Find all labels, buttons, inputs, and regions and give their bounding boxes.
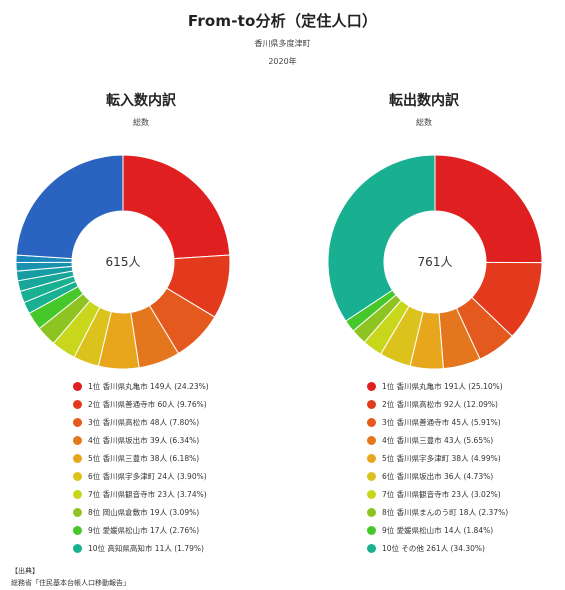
inflow-donut-chart: 615人	[15, 154, 231, 370]
legend-label: 10位 その他 261人 (34.30%)	[382, 543, 485, 553]
legend-item[interactable]: 2位 香川県善通寺市 60人 (9.76%)	[73, 395, 209, 413]
legend-swatch	[73, 525, 82, 535]
legend-swatch	[73, 453, 82, 463]
source-text: 総務省「住民基本台帳人口移動報告」	[11, 579, 130, 587]
inflow-chart-subtitle: 総数	[133, 118, 149, 127]
legend-label: 6位 香川県宇多津町 24人 (3.90%)	[88, 471, 207, 481]
legend-swatch	[73, 417, 82, 427]
legend-item[interactable]: 4位 香川県坂出市 39人 (6.34%)	[73, 431, 209, 449]
inflow-legend: 1位 香川県丸亀市 149人 (24.23%) 2位 香川県善通寺市 60人 (9…	[73, 377, 209, 557]
legend-swatch	[73, 399, 82, 409]
legend-swatch	[367, 507, 376, 517]
legend-label: 4位 香川県三豊市 43人 (5.65%)	[382, 435, 494, 445]
legend-item[interactable]: 9位 愛媛県松山市 14人 (1.84%)	[367, 521, 508, 539]
legend-label: 2位 香川県善通寺市 60人 (9.76%)	[88, 399, 207, 409]
legend-item[interactable]: 10位 その他 261人 (34.30%)	[367, 539, 508, 557]
legend-label: 8位 岡山県倉敷市 19人 (3.09%)	[88, 507, 200, 517]
legend-swatch	[73, 543, 82, 553]
legend-swatch	[367, 417, 376, 427]
legend-label: 9位 愛媛県松山市 14人 (1.84%)	[382, 525, 494, 535]
outflow-chart-subtitle: 総数	[416, 118, 432, 127]
legend-item[interactable]: 3位 香川県高松市 48人 (7.80%)	[73, 413, 209, 431]
legend-item[interactable]: 5位 香川県宇多津町 38人 (4.99%)	[367, 449, 508, 467]
legend-item[interactable]: 7位 香川県観音寺市 23人 (3.02%)	[367, 485, 508, 503]
region-label: 香川県多度津町	[254, 39, 311, 48]
legend-swatch	[367, 489, 376, 499]
legend-swatch	[73, 489, 82, 499]
legend-swatch	[73, 381, 82, 391]
donut-slice-10[interactable]	[327, 154, 436, 322]
legend-item[interactable]: 10位 高知県高知市 11人 (1.79%)	[73, 539, 209, 557]
legend-label: 10位 高知県高知市 11人 (1.79%)	[88, 543, 204, 553]
donut-slice-1[interactable]	[434, 154, 543, 264]
legend-label: 7位 香川県観音寺市 23人 (3.02%)	[382, 489, 501, 499]
legend-item[interactable]: 6位 香川県宇多津町 24人 (3.90%)	[73, 467, 209, 485]
legend-swatch	[73, 435, 82, 445]
donut-other-slice[interactable]	[15, 154, 124, 260]
legend-label: 1位 香川県丸亀市 191人 (25.10%)	[382, 381, 503, 391]
legend-item[interactable]: 3位 香川県善通寺市 45人 (5.91%)	[367, 413, 508, 431]
legend-swatch	[367, 453, 376, 463]
legend-label: 3位 香川県善通寺市 45人 (5.91%)	[382, 417, 501, 427]
legend-swatch	[367, 399, 376, 409]
legend-label: 1位 香川県丸亀市 149人 (24.23%)	[88, 381, 209, 391]
outflow-donut-chart: 761人	[327, 154, 543, 370]
donut-center-total: 761人	[418, 255, 453, 269]
legend-swatch	[367, 471, 376, 481]
legend-label: 3位 香川県高松市 48人 (7.80%)	[88, 417, 200, 427]
legend-label: 5位 香川県三豊市 38人 (6.18%)	[88, 453, 200, 463]
legend-swatch	[367, 435, 376, 445]
donut-slice-1[interactable]	[122, 154, 231, 260]
legend-label: 8位 香川県まんのう町 18人 (2.37%)	[382, 507, 509, 517]
legend-item[interactable]: 9位 愛媛県松山市 17人 (2.76%)	[73, 521, 209, 539]
inflow-chart-title: 転入数内訳	[106, 93, 176, 109]
inflow-chart-panel: 転入数内訳 総数 615人 1位 香川県丸亀市 149人 (24.23%) 2位 …	[0, 0, 282, 590]
legend-swatch	[73, 471, 82, 481]
legend-label: 6位 香川県坂出市 36人 (4.73%)	[382, 471, 494, 481]
legend-item[interactable]: 6位 香川県坂出市 36人 (4.73%)	[367, 467, 508, 485]
year-label: 2020年	[268, 57, 297, 66]
legend-label: 5位 香川県宇多津町 38人 (4.99%)	[382, 453, 501, 463]
legend-swatch	[367, 525, 376, 535]
outflow-legend: 1位 香川県丸亀市 191人 (25.10%) 2位 香川県高松市 92人 (12…	[367, 377, 508, 557]
legend-swatch	[367, 543, 376, 553]
legend-item[interactable]: 1位 香川県丸亀市 149人 (24.23%)	[73, 377, 209, 395]
donut-center-total: 615人	[106, 255, 141, 269]
legend-label: 7位 香川県観音寺市 23人 (3.74%)	[88, 489, 207, 499]
legend-item[interactable]: 8位 岡山県倉敷市 19人 (3.09%)	[73, 503, 209, 521]
legend-item[interactable]: 4位 香川県三豊市 43人 (5.65%)	[367, 431, 508, 449]
legend-swatch	[73, 507, 82, 517]
legend-label: 9位 愛媛県松山市 17人 (2.76%)	[88, 525, 200, 535]
page-title: From-to分析（定住人口）	[187, 12, 378, 30]
legend-item[interactable]: 1位 香川県丸亀市 191人 (25.10%)	[367, 377, 508, 395]
legend-item[interactable]: 5位 香川県三豊市 38人 (6.18%)	[73, 449, 209, 467]
legend-swatch	[367, 381, 376, 391]
legend-label: 2位 香川県高松市 92人 (12.09%)	[382, 399, 498, 409]
outflow-chart-title: 転出数内訳	[389, 93, 459, 109]
source-label: 【出典】	[11, 567, 39, 575]
legend-item[interactable]: 7位 香川県観音寺市 23人 (3.74%)	[73, 485, 209, 503]
legend-item[interactable]: 2位 香川県高松市 92人 (12.09%)	[367, 395, 508, 413]
legend-label: 4位 香川県坂出市 39人 (6.34%)	[88, 435, 200, 445]
legend-item[interactable]: 8位 香川県まんのう町 18人 (2.37%)	[367, 503, 508, 521]
outflow-chart-panel: 転出数内訳 総数 761人 1位 香川県丸亀市 191人 (25.10%) 2位 …	[283, 0, 565, 590]
